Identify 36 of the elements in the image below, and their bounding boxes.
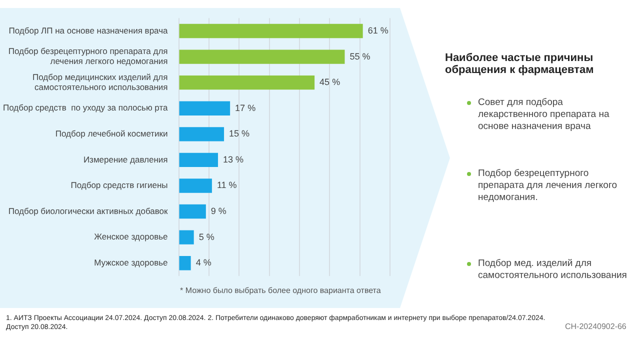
bar xyxy=(179,75,315,90)
text: CH-20240902-66 xyxy=(565,322,626,331)
y-tick-label: Мужское здоровье xyxy=(94,257,168,268)
y-tick-label: Подбор безрецептурного препарата для лечения легкого недомогания xyxy=(8,46,168,66)
data-label: 13 % xyxy=(222,154,244,164)
y-tick-label: Подбор средств гигиены xyxy=(70,180,168,190)
bar xyxy=(179,204,206,219)
bar xyxy=(179,24,363,38)
y-tick-label: Подбор средств по уходу за полосью рта xyxy=(2,102,168,113)
bar xyxy=(179,256,191,270)
data-label: 61 % xyxy=(368,25,388,36)
bar xyxy=(179,230,194,244)
data-label: 15 % xyxy=(229,128,250,139)
data-label: 5 % xyxy=(198,232,214,242)
y-tick-label: Женское здоровье xyxy=(94,232,168,242)
data-label: 55 % xyxy=(350,51,370,62)
bar xyxy=(179,127,224,142)
text: * Можно было выбрать более одного варианта ответа xyxy=(180,286,381,295)
bar xyxy=(179,101,230,116)
y-tick-label: Подбор биологически активных добавок xyxy=(8,206,168,216)
data-label: 17 % xyxy=(235,102,256,113)
y-tick-label: Подбор ЛП на основе назначения врача xyxy=(8,25,168,36)
text: Подбор безрецептурного препарата для лечения легкого недомогания. xyxy=(478,168,618,204)
data-label: 4 % xyxy=(196,258,212,268)
y-tick-label: Подбор медицинских изделий для самостоятельного использования xyxy=(32,72,168,92)
y-tick-label: Измерение давления xyxy=(83,154,168,164)
text: Совет для подбора лекарственного препарата на основе назначения врача xyxy=(478,97,610,133)
data-label: 11 % xyxy=(216,180,237,190)
data-label: 45 % xyxy=(320,77,340,88)
text: Наиболее частые причины обращения к фармацевтам xyxy=(445,52,595,76)
y-tick-label: Подбор лечебной косметики xyxy=(55,128,168,138)
bar xyxy=(179,152,218,168)
data-label: 9 % xyxy=(210,206,226,216)
bar xyxy=(179,178,212,193)
bar xyxy=(179,50,345,64)
text: Подбор мед. изделий для самостоятельного использования xyxy=(478,258,628,282)
